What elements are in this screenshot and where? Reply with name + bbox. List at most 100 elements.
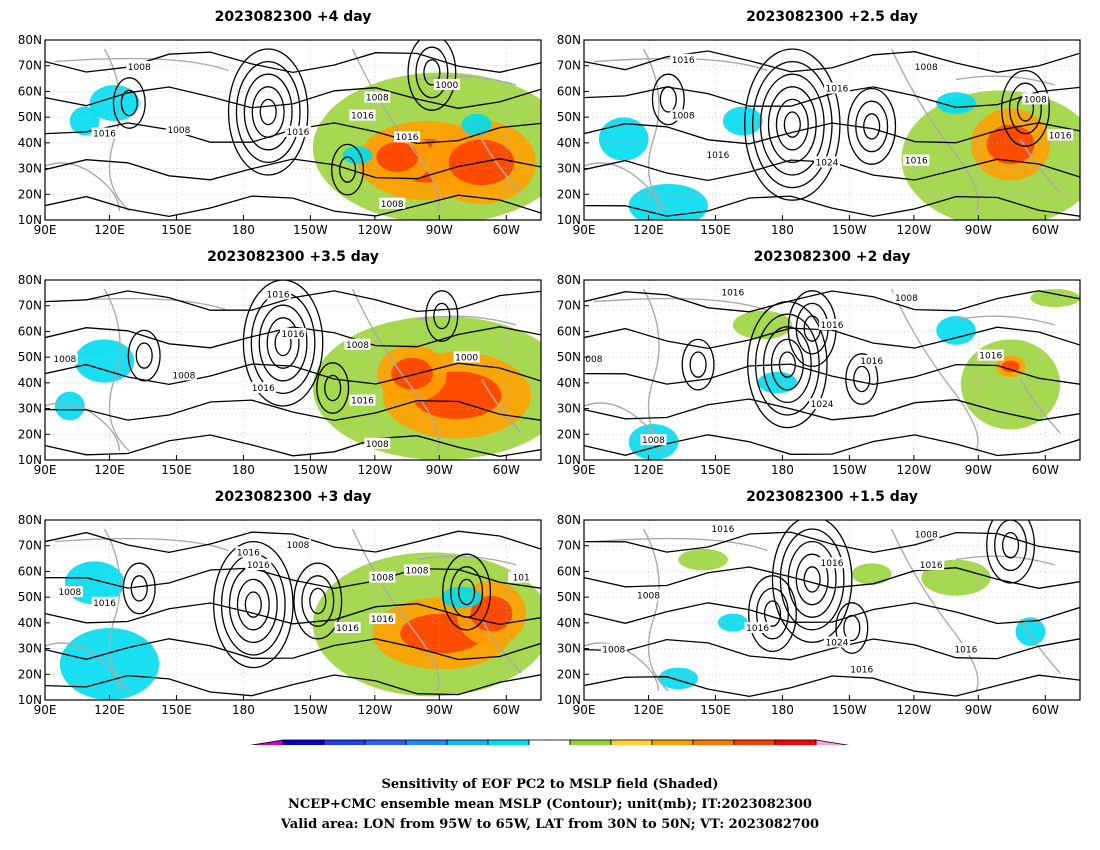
sensitivity-shade-negative [936,92,976,114]
x-tick-label: 120E [633,463,664,477]
x-tick-label: 120W [896,703,931,717]
coastline [642,528,669,692]
contour-label: 1024 [826,638,849,648]
y-tick-label: 30N [557,402,581,416]
contour-label: 1016 [711,525,734,535]
isobar-contour [770,338,804,391]
isobar-contour [779,528,845,631]
isobar-contour [423,59,441,86]
isobar-contour [845,353,879,405]
isobar-contour [843,614,861,642]
isobar-contour [681,338,715,391]
isobar-contour [212,540,294,669]
map-panel: 2023082300 +3.5 day 1016 1016 1008 1000 1008 1… [18,249,542,477]
isobar-contour [584,566,1080,589]
isobar-contour [994,520,1028,572]
isobar-contour [259,98,277,126]
contour-label: 1016 [247,561,270,571]
isobar-contour [316,362,350,414]
panel-title: 2023082300 +3 day [215,489,372,505]
map-panel: 2023082300 +4 day 1008 1008 1000 1016 1016 101… [18,9,542,237]
isobar-contour [45,567,541,590]
y-tick-label: 20N [557,187,581,201]
x-tick-label: 150W [293,703,328,717]
y-tick-label: 10N [18,693,42,707]
isobar-contour [783,111,801,138]
coastline [416,75,517,86]
coastline [593,297,768,312]
coastline [480,618,522,674]
x-tick-label: 180 [232,703,255,717]
y-tick-label: 50N [557,590,581,604]
y-tick-label: 80N [18,33,42,47]
isobar-contour [584,290,1080,313]
contour-label: 1008 [637,592,660,602]
y-tick-label: 40N [557,376,581,390]
y-tick-label: 60N [557,84,581,98]
isobar-contour [584,638,1080,661]
figure-canvas: 2023082300 +4 day 1008 1008 1000 1016 1016 101… [18,9,1081,745]
x-tick-label: 180 [771,463,794,477]
y-tick-label: 70N [557,59,581,73]
map-frame [44,39,542,221]
y-tick-label: 40N [18,376,42,390]
isobar-contour [45,326,541,349]
coastline [955,315,1056,326]
contour-label: 1016 [920,561,943,571]
contour-label: 1008 [672,112,695,122]
sensitivity-shade-negative [936,316,976,345]
y-tick-label: 70N [18,299,42,313]
colorbar-swatch [569,739,612,745]
x-tick-label: 150E [700,223,731,237]
x-tick-label: 180 [771,223,794,237]
isobar-contour [584,195,1080,218]
coastline [351,528,440,692]
x-tick-label: 150E [700,703,731,717]
x-tick-label: 150E [700,463,731,477]
sensitivity-shade-positive [678,548,728,571]
contour-label: 1016 [954,646,977,656]
contour-label: 1016 [979,352,1002,362]
isobar-contour [45,638,541,661]
coastline [103,528,130,692]
colorbar-swatch [405,739,448,745]
coastline [103,48,130,212]
x-tick-label: 180 [232,223,255,237]
y-tick-label: 60N [18,564,42,578]
isobar-contour [762,326,812,404]
isobar-contour [847,87,897,165]
isobar-contour [45,86,541,109]
x-tick-label: 90E [573,463,596,477]
x-tick-label: 120W [357,703,392,717]
y-tick-label: 70N [18,539,42,553]
isobar-contour [778,351,796,378]
colorbar-swatch [610,739,653,745]
contour-label: 1008 [58,588,81,598]
colorbar: −0.9−0.8−0.7−0.6−0.5−0.4−0.30.30.40.50.6… [249,739,850,745]
isobar-contour [331,143,365,196]
coastline [351,48,440,212]
y-tick-label: 60N [557,324,581,338]
x-tick-label: 120E [94,223,125,237]
contour-label: 1008 [915,530,938,540]
isobar-contour [1008,82,1042,135]
sensitivity-shade-positive [986,124,1035,165]
x-tick-label: 90W [426,703,453,717]
y-tick-label: 50N [557,110,581,124]
isobar-contour [835,602,869,654]
isobar-contour [433,302,451,330]
isobar-contour [45,194,541,218]
contour-label: 1016 [371,615,394,625]
panel-title: 2023082300 +4 day [215,9,372,25]
contour-label: 1016 [237,548,260,558]
colorbar-swatch [323,739,366,745]
isobar-contour [45,362,541,386]
isobar-contour [407,40,457,111]
contour-label: 1016 [351,397,374,407]
y-tick-label: 80N [557,273,581,287]
contour-label: 1016 [672,56,695,66]
y-tick-label: 80N [18,273,42,287]
map-panel: 2023082300 +1.5 day 1016 1008 1016 1016 1008 1… [557,489,1081,717]
y-tick-label: 70N [557,539,581,553]
x-tick-label: 90E [34,223,57,237]
